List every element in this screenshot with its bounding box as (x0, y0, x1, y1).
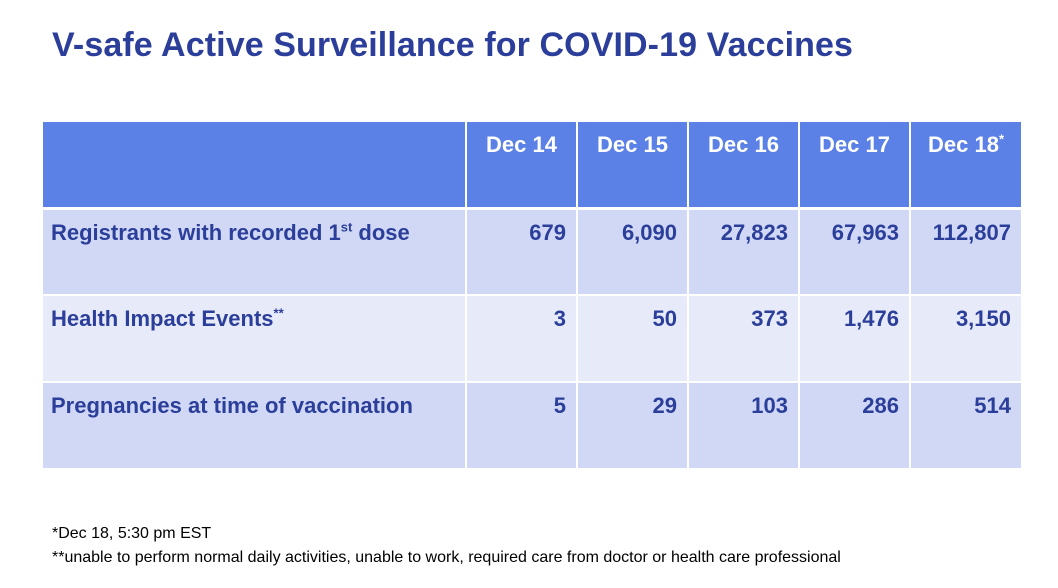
table-cell: 27,823 (688, 208, 800, 296)
column-header: Dec 17 (799, 122, 911, 210)
table-cell: 5 (466, 382, 578, 470)
row-label: Registrants with recorded 1st dose (43, 208, 467, 296)
footnotes: *Dec 18, 5:30 pm EST **unable to perform… (52, 522, 841, 570)
table-cell: 112,807 (910, 208, 1021, 296)
table-cell: 103 (688, 382, 800, 470)
column-header: Dec 16 (688, 122, 800, 210)
row-label: Health Impact Events** (43, 295, 467, 383)
table-row: Health Impact Events** 3 50 373 1,476 3,… (43, 295, 1021, 383)
header-corner-cell (43, 122, 467, 210)
table-cell: 6,090 (577, 208, 689, 296)
table-cell: 50 (577, 295, 689, 383)
table-header-row: Dec 14 Dec 15 Dec 16 Dec 17 Dec 18* (43, 122, 1021, 210)
row-label: Pregnancies at time of vaccination (43, 382, 467, 470)
table-cell: 29 (577, 382, 689, 470)
table-cell: 67,963 (799, 208, 911, 296)
table-cell: 1,476 (799, 295, 911, 383)
footnote: **unable to perform normal daily activit… (52, 549, 841, 566)
table-cell: 286 (799, 382, 911, 470)
surveillance-table: Dec 14 Dec 15 Dec 16 Dec 17 Dec 18* Regi… (43, 122, 1021, 470)
table-cell: 3,150 (910, 295, 1021, 383)
table-row: Registrants with recorded 1st dose 679 6… (43, 208, 1021, 296)
column-header: Dec 14 (466, 122, 578, 210)
slide-title: V-safe Active Surveillance for COVID-19 … (52, 26, 854, 64)
table-cell: 373 (688, 295, 800, 383)
column-header: Dec 18* (910, 122, 1021, 210)
footnote-marker: * (998, 131, 1004, 147)
footnote: *Dec 18, 5:30 pm EST (52, 525, 212, 542)
footnote-marker: ** (273, 305, 284, 321)
table-cell: 514 (910, 382, 1021, 470)
table-cell: 679 (466, 208, 578, 296)
table-cell: 3 (466, 295, 578, 383)
table-row: Pregnancies at time of vaccination 5 29 … (43, 382, 1021, 470)
column-header: Dec 15 (577, 122, 689, 210)
